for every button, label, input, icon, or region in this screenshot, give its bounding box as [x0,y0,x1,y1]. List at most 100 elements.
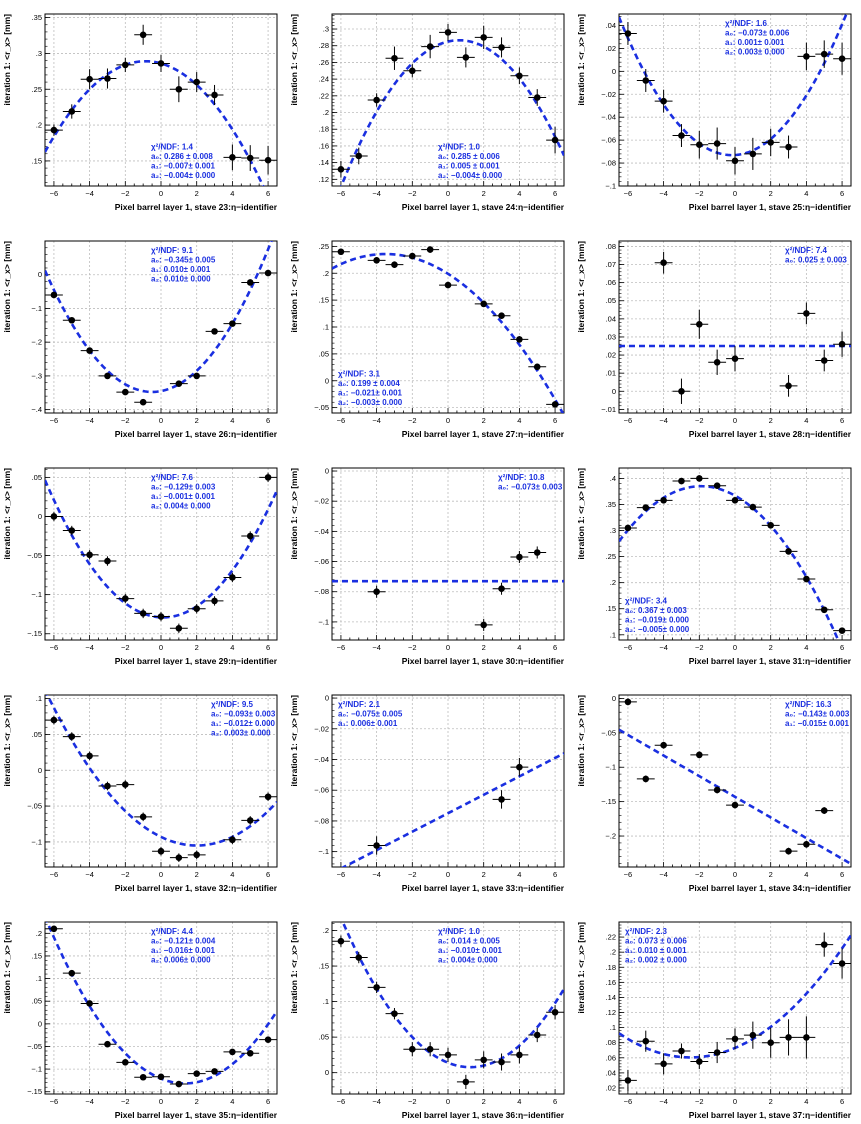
x-tick-label: 0 [159,643,163,652]
marker [246,817,254,824]
y-tick-label: −.05 [27,802,42,811]
fit-param-label: a₁: −0.015± 0.001 [785,719,850,728]
marker [264,156,272,164]
y-axis-label: iteration 1: <r_x> [mm] [576,468,586,560]
data-point [528,363,547,371]
fit-param-label: a₀: −0.075± 0.005 [338,710,403,719]
y-tick-label: .15 [32,156,42,165]
x-tick-label: 6 [840,643,844,652]
marker [624,1077,632,1084]
marker [246,532,254,540]
data-point [528,89,547,106]
y-tick-label: −.1 [318,617,329,626]
y-tick-label: .02 [606,351,616,360]
data-point [45,925,63,933]
x-tick-label: 4 [230,1097,234,1106]
data-point [619,524,637,532]
data-point [205,596,224,606]
y-tick-label: 0 [612,694,616,703]
data-point [152,611,170,622]
marker [122,61,129,69]
marker [211,91,218,99]
y-axis-label: iteration 1: <r_x> [mm] [289,241,299,333]
marker [229,154,236,161]
x-tick-label: 4 [804,189,808,198]
y-tick-label: .25 [319,242,329,251]
data-point [169,853,188,862]
x-tick-label: 6 [553,416,557,425]
fit-param-label: a₂: 0.002 ± 0.000 [625,956,687,965]
x-tick-label: −4 [372,416,381,425]
marker [624,30,632,37]
x-tick-label: 6 [266,1097,270,1106]
marker [122,388,129,396]
y-tick-label: −.15 [601,797,616,806]
y-axis-label: iteration 1: <r_x> [mm] [576,695,586,787]
marker [480,300,487,308]
y-tick-label: .2 [36,929,42,938]
fit-param-label: a₁: −0.019± 0.000 [625,616,690,625]
marker [480,621,487,629]
marker [660,97,667,105]
y-tick-label: .26 [319,58,329,67]
fit-stats: χ²/NDF: 7.4a₀: 0.025 ± 0.003 [785,246,847,265]
marker [462,54,470,61]
chart-svg: −6 −4 −2 0 2 4 6 −.05 0 .05 .1 .15 .2 .25 iteration 1:… [289,240,565,439]
chi2-label: χ²/NDF: 1.0 [438,927,480,936]
data-point [403,64,422,78]
marker [678,387,685,395]
x-tick-label: 4 [230,870,234,879]
data-point [797,840,816,848]
marker [68,969,76,977]
y-tick-label: 0 [325,694,329,703]
fit-param-label: a₀: 0.367 ± 0.003 [625,606,687,615]
data-point [510,67,529,85]
marker [696,475,703,482]
data-point [510,757,529,777]
data-point [116,780,135,789]
marker [139,1073,147,1081]
data-point [492,582,511,595]
x-tick-label: −2 [695,189,704,198]
data-point [815,807,834,815]
fit-param-label: a₁: −0.021± 0.001 [338,389,403,398]
marker [820,807,828,814]
x-tick-label: 2 [482,870,486,879]
chart-panel-15: −6 −4 −2 0 2 4 6 .02 .04 .06 .08 .1 .12 .14 .16 .18 .2 .2… [574,914,861,1120]
y-tick-label: .03 [606,332,616,341]
y-tick-label: .1 [36,974,42,983]
data-point [223,1048,242,1056]
x-tick-label: −2 [408,643,417,652]
x-tick-label: −4 [372,1097,381,1106]
marker [211,1068,218,1075]
data-point [636,1030,655,1052]
y-tick-label: −.1 [31,304,42,313]
x-tick-label: −2 [408,1097,417,1106]
data-point [654,89,673,113]
y-tick-label: .06 [606,1053,616,1062]
y-tick-label: .16 [319,141,329,150]
marker [624,524,632,532]
y-tick-label: 0 [612,387,616,396]
marker [767,139,774,146]
chi2-label: χ²/NDF: 2.3 [625,927,667,936]
marker [660,497,667,504]
data-point [45,291,63,299]
data-point [779,548,798,555]
x-tick-label: 0 [446,643,450,652]
y-tick-label: −.02 [314,724,329,733]
y-tick-label: 0 [612,67,616,76]
y-tick-label: .4 [610,474,616,483]
fit-param-label: a₀: −0.129± 0.003 [151,483,216,492]
x-tick-label: 4 [517,870,521,879]
data-point [636,504,655,511]
x-tick-label: −6 [337,1097,346,1106]
x-tick-label: 2 [195,1097,199,1106]
data-point [510,336,529,343]
fit-param-label: a₁: −0.001± 0.001 [151,492,216,501]
x-tick-label: 2 [482,643,486,652]
marker [480,1056,487,1064]
